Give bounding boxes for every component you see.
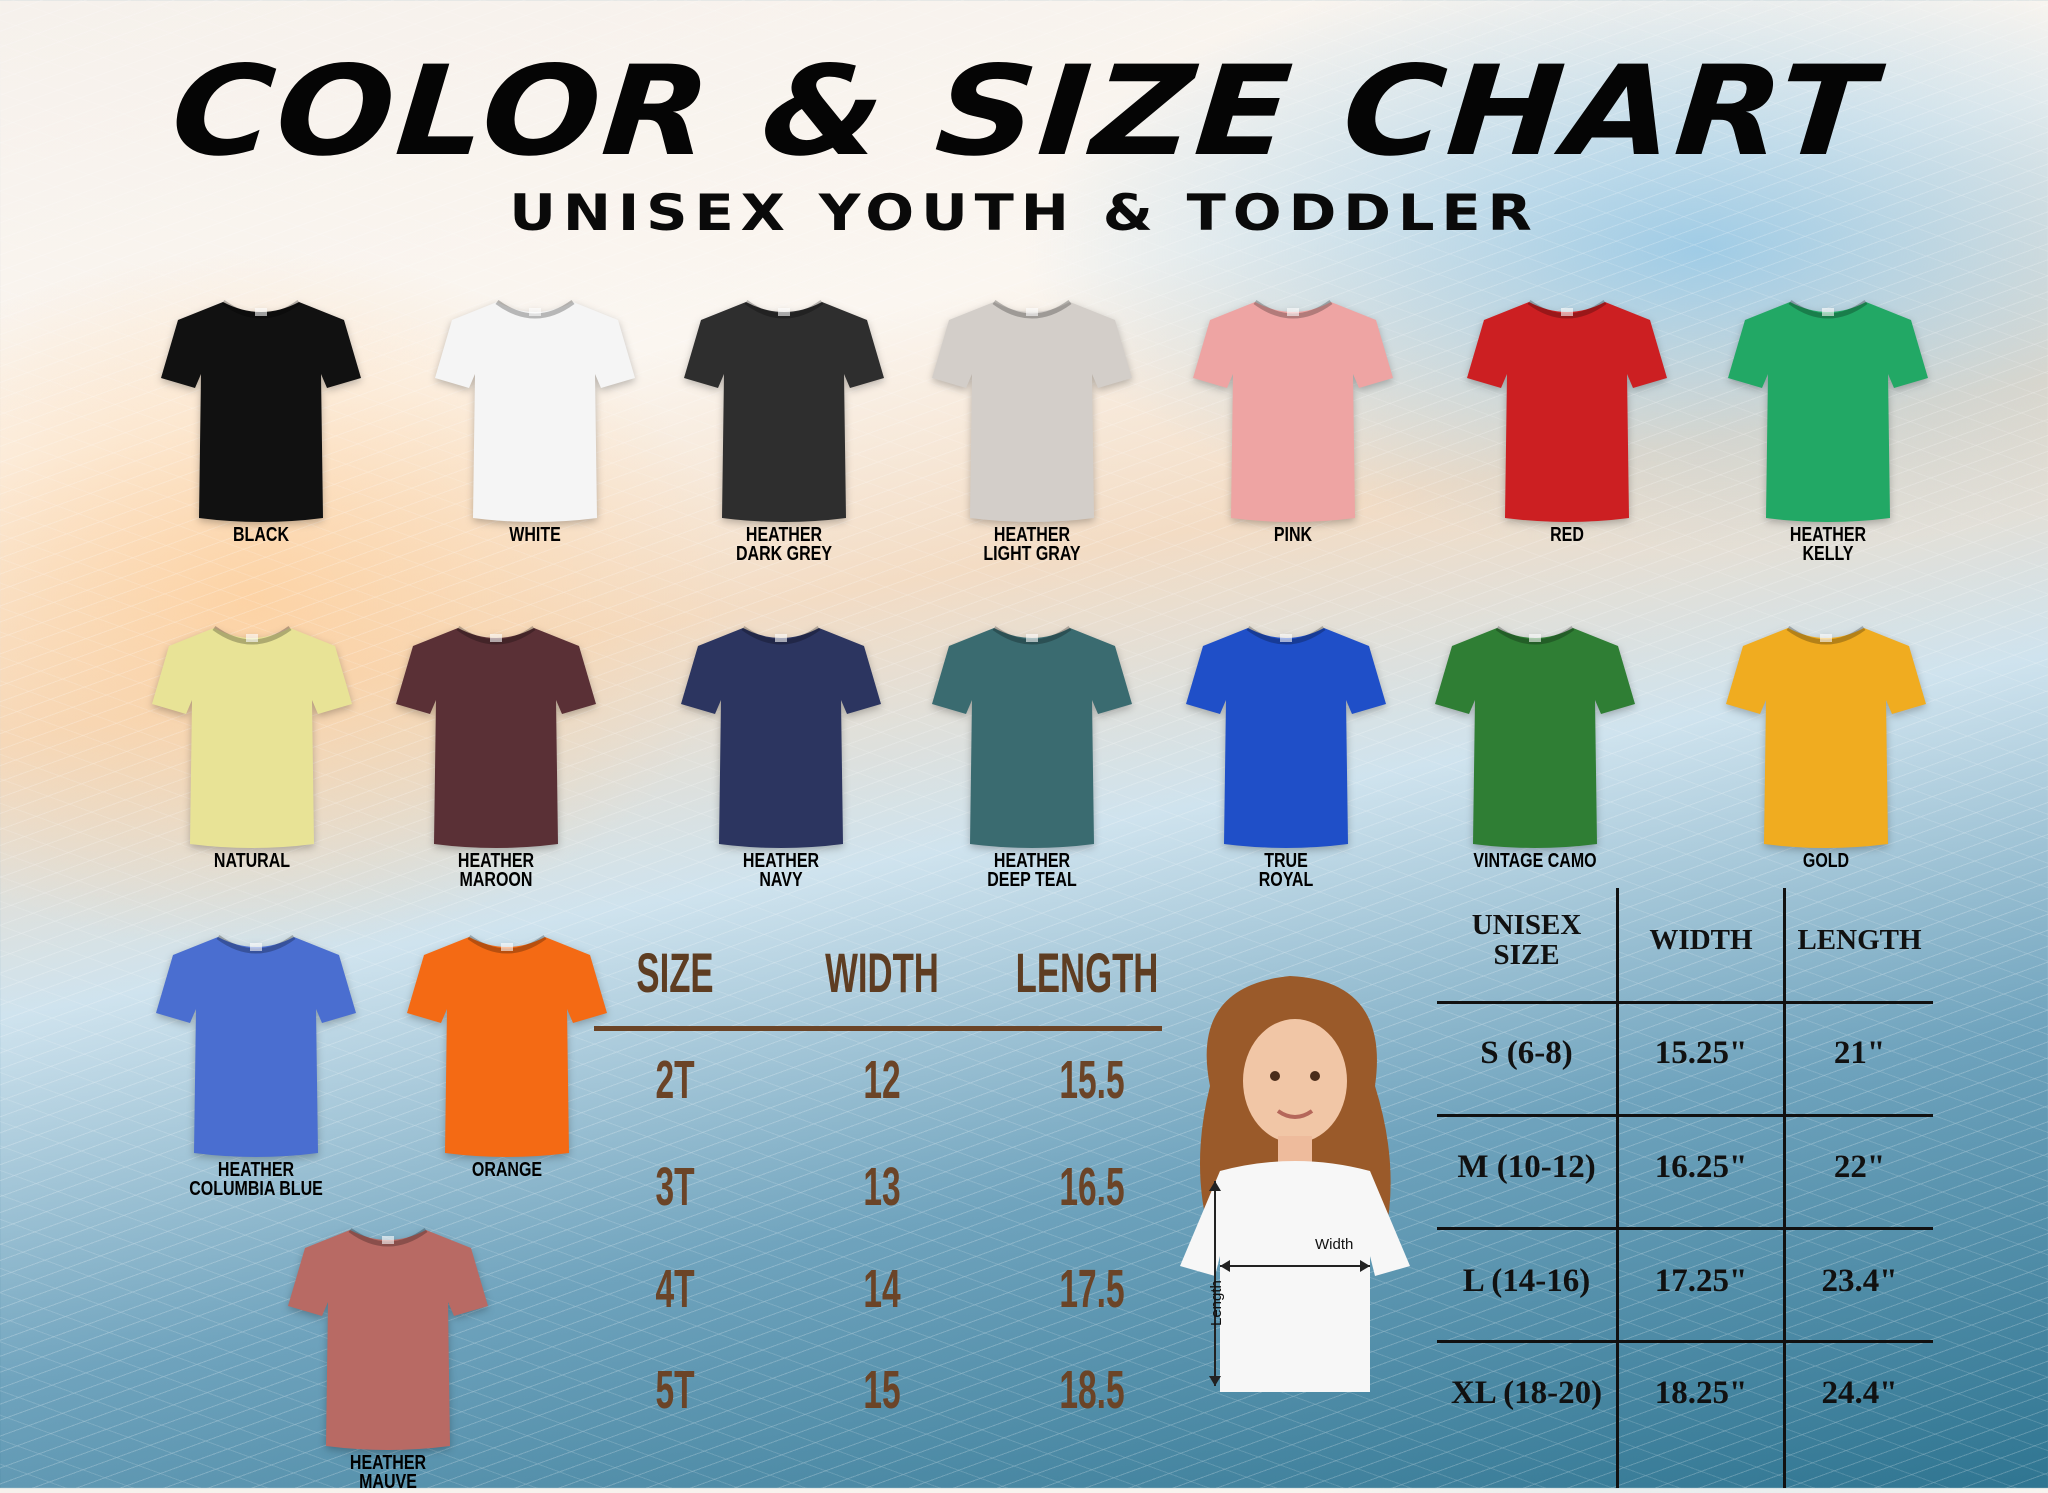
tshirt-icon [288, 1227, 488, 1450]
youth-cell: 23.4" [1821, 1263, 1898, 1299]
tshirt-swatch [1462, 290, 1672, 530]
tshirt-swatch [147, 616, 357, 856]
toddler-cell: 15.5 [1059, 1050, 1125, 1110]
color-label: HEATHER NAVY [742, 850, 820, 891]
youth-cell: 17.25" [1654, 1263, 1748, 1299]
toddler-cell: 12 [863, 1050, 901, 1110]
tshirt-icon [407, 934, 607, 1157]
tshirt-icon [932, 625, 1132, 848]
youth-cell: XL (18-20) [1450, 1375, 1603, 1411]
tshirt-icon [932, 299, 1132, 522]
tshirt-icon [1467, 299, 1667, 522]
tshirt-icon [1435, 625, 1635, 848]
color-label: WHITE [509, 524, 561, 546]
tshirt-icon [396, 625, 596, 848]
toddler-cell: 4T [655, 1259, 695, 1319]
color-label: GOLD [1802, 850, 1850, 872]
youth-row-divider [1437, 1227, 1933, 1230]
youth-row-divider [1437, 1340, 1933, 1343]
youth-cell: 24.4" [1821, 1375, 1898, 1411]
tshirt-swatch [1181, 616, 1391, 856]
toddler-header-divider [594, 1026, 1162, 1031]
tshirt-icon [684, 299, 884, 522]
tshirt-icon [1193, 299, 1393, 522]
page-subtitle: UNISEX YOUTH & TODDLER [509, 184, 1539, 242]
color-label: BLACK [233, 524, 289, 546]
tshirt-swatch [156, 290, 366, 530]
tshirt-swatch [151, 925, 361, 1165]
toddler-cell: 18.5 [1059, 1360, 1125, 1420]
tshirt-swatch [679, 290, 889, 530]
tshirt-icon [1726, 625, 1926, 848]
color-label: HEATHER DARK GREY [735, 524, 832, 565]
tshirt-icon [1186, 625, 1386, 848]
toddler-cell: 5T [655, 1360, 695, 1420]
color-label: HEATHER KELLY [1789, 524, 1867, 565]
youth-header-cell: WIDTH [1649, 924, 1753, 956]
tshirt-swatch [1721, 616, 1931, 856]
youth-column-divider [1616, 888, 1619, 1488]
color-label: TRUE ROYAL [1258, 850, 1314, 891]
color-label: NATURAL [213, 850, 291, 872]
color-label: HEATHER MAUVE [349, 1452, 427, 1493]
youth-column-divider [1783, 888, 1786, 1488]
tshirt-icon [435, 299, 635, 522]
youth-cell: 16.25" [1654, 1149, 1748, 1185]
youth-header-cell: UNISEX SIZE [1471, 909, 1582, 971]
tshirt-icon [161, 299, 361, 522]
youth-cell: 15.25" [1654, 1035, 1748, 1071]
color-label: RED [1550, 524, 1584, 546]
color-label: VINTAGE CAMO [1473, 850, 1597, 872]
tshirt-icon [1728, 299, 1928, 522]
color-label: HEATHER MAROON [457, 850, 535, 891]
tshirt-swatch [676, 616, 886, 856]
youth-cell: 18.25" [1654, 1375, 1748, 1411]
youth-cell: 21" [1833, 1035, 1886, 1071]
tshirt-icon [156, 934, 356, 1157]
toddler-header-cell: LENGTH [1015, 941, 1159, 1004]
tshirt-swatch [927, 616, 1137, 856]
youth-row-divider [1437, 1001, 1933, 1004]
tshirt-swatch [927, 290, 1137, 530]
tshirt-swatch [402, 925, 612, 1165]
color-label: HEATHER COLUMBIA BLUE [189, 1159, 323, 1200]
color-label: HEATHER DEEP TEAL [987, 850, 1077, 891]
color-label: PINK [1273, 524, 1313, 546]
toddler-cell: 2T [655, 1050, 695, 1110]
tshirt-swatch [1430, 616, 1640, 856]
tshirt-swatch [391, 616, 601, 856]
toddler-header-cell: WIDTH [825, 941, 939, 1004]
model-length-label: Length [1208, 1280, 1225, 1326]
color-label: HEATHER LIGHT GRAY [983, 524, 1081, 565]
color-label: ORANGE [471, 1159, 543, 1181]
tshirt-swatch [1188, 290, 1398, 530]
toddler-header-cell: SIZE [636, 941, 714, 1004]
toddler-cell: 15 [863, 1360, 901, 1420]
model-photo: Width Length [1170, 966, 1420, 1392]
toddler-cell: 3T [655, 1157, 695, 1217]
toddler-cell: 14 [863, 1259, 901, 1319]
youth-cell: L (14-16) [1462, 1263, 1591, 1299]
tshirt-icon [152, 625, 352, 848]
tshirt-swatch [1723, 290, 1933, 530]
page-title: COLOR & SIZE CHART [166, 40, 1882, 184]
youth-cell: 22" [1833, 1149, 1886, 1185]
youth-cell: S (6-8) [1480, 1035, 1573, 1071]
toddler-cell: 13 [863, 1157, 901, 1217]
youth-header-cell: LENGTH [1797, 924, 1922, 956]
tshirt-icon [681, 625, 881, 848]
toddler-cell: 17.5 [1059, 1259, 1125, 1319]
tshirt-swatch [430, 290, 640, 530]
toddler-cell: 16.5 [1059, 1157, 1125, 1217]
model-width-label: Width [1315, 1236, 1354, 1253]
youth-cell: M (10-12) [1457, 1149, 1596, 1185]
youth-row-divider [1437, 1114, 1933, 1117]
tshirt-swatch [283, 1218, 493, 1458]
